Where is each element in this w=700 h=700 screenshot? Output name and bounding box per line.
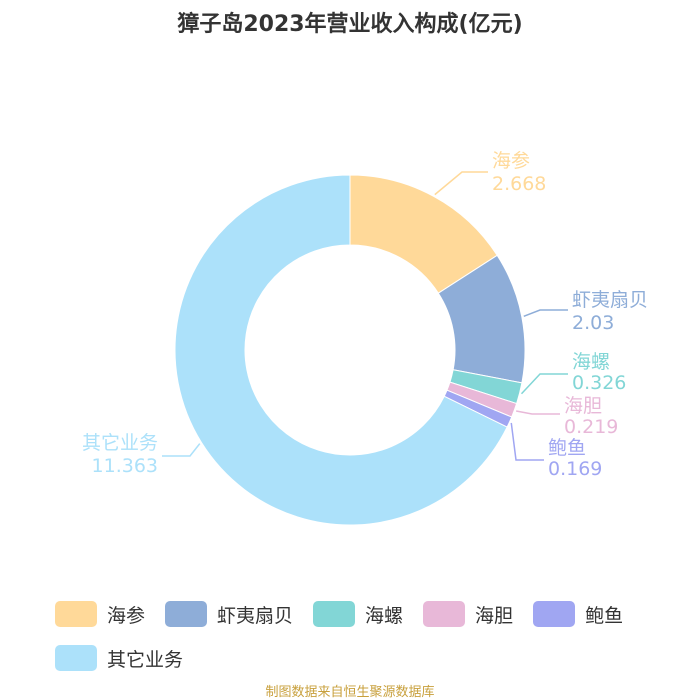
slice-value-label-3: 0.219 <box>564 416 618 438</box>
slice-name-label-4: 鲍鱼 <box>548 437 586 459</box>
legend-item-2[interactable]: 海螺 <box>313 600 403 628</box>
legend-item-3[interactable]: 海胆 <box>423 600 513 628</box>
leader-line-3 <box>516 410 560 415</box>
slice-value-label-4: 0.169 <box>548 458 602 480</box>
leader-line-1 <box>523 309 568 318</box>
legend-item-1[interactable]: 虾夷扇贝 <box>165 600 293 628</box>
legend: 海参 虾夷扇贝 海螺 海胆 鲍鱼其它业务 <box>55 600 675 672</box>
slice-value-label-0: 2.668 <box>492 173 546 195</box>
legend-swatch-2 <box>313 601 356 627</box>
slice-value-label-1: 2.03 <box>572 312 614 334</box>
legend-swatch-3 <box>423 601 466 627</box>
leader-line-4 <box>510 422 544 461</box>
legend-swatch-4 <box>533 601 576 627</box>
slice-value-label-5: 11.363 <box>92 455 158 477</box>
legend-label-0: 海参 <box>107 604 146 627</box>
legend-item-0[interactable]: 海参 <box>55 600 145 628</box>
legend-swatch-5 <box>55 645 97 671</box>
slice-name-label-2: 海螺 <box>572 351 610 373</box>
leader-line-2 <box>520 373 568 395</box>
slice-5[interactable] <box>174 174 508 526</box>
chart-title: 獐子岛2023年营业收入构成(亿元) <box>177 12 523 37</box>
slice-name-label-0: 海参 <box>492 150 530 172</box>
legend-label-3: 海胆 <box>475 604 514 627</box>
legend-label-4: 鲍鱼 <box>585 604 624 627</box>
source-footer: 制图数据来自恒生聚源数据库 <box>265 685 435 700</box>
slice-value-label-2: 0.326 <box>572 372 626 394</box>
legend-label-2: 海螺 <box>365 604 404 627</box>
legend-label-1: 虾夷扇贝 <box>217 604 294 627</box>
legend-swatch-0 <box>55 601 97 627</box>
slice-name-label-5: 其它业务 <box>82 432 158 454</box>
legend-label-5: 其它业务 <box>107 648 184 671</box>
legend-item-4[interactable]: 鲍鱼 <box>533 600 623 628</box>
legend-item-5[interactable]: 其它业务 <box>55 644 183 672</box>
leader-line-0 <box>434 171 488 196</box>
leader-line-5 <box>162 443 201 457</box>
slice-name-label-1: 虾夷扇贝 <box>572 289 648 311</box>
slice-name-label-3: 海胆 <box>564 395 602 417</box>
legend-swatch-1 <box>165 601 208 627</box>
